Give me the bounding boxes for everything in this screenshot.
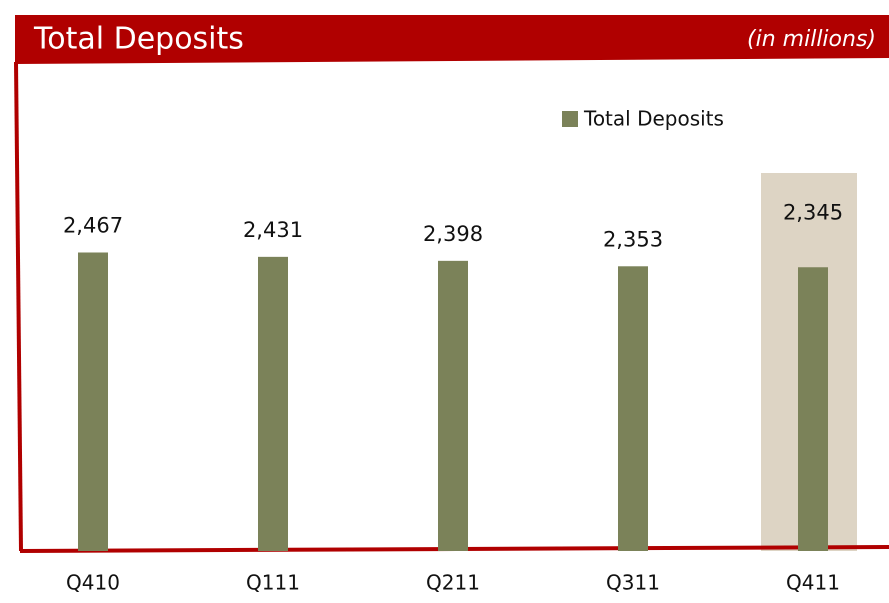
data-label: 2,431 xyxy=(243,218,303,242)
data-label: 2,345 xyxy=(783,200,843,224)
data-label: 2,467 xyxy=(63,213,123,237)
data-label: 2,353 xyxy=(603,227,663,251)
legend-label: Total Deposits xyxy=(583,107,724,131)
chart-subtitle: (in millions) xyxy=(747,27,876,52)
bar xyxy=(258,256,288,551)
left-border xyxy=(14,61,23,552)
data-label: 2,398 xyxy=(423,222,483,246)
x-tick-label: Q411 xyxy=(786,571,840,595)
header-band xyxy=(15,15,889,64)
legend: Total Deposits xyxy=(562,107,724,131)
x-tick-label: Q410 xyxy=(66,571,120,595)
x-tick-label: Q311 xyxy=(606,571,660,595)
bar xyxy=(438,260,468,551)
x-tick-label: Q111 xyxy=(246,571,300,595)
bar xyxy=(798,267,828,551)
chart-title: Total Deposits xyxy=(33,22,244,57)
legend-swatch xyxy=(562,111,578,127)
bar xyxy=(78,252,108,552)
x-tick-label: Q211 xyxy=(426,571,480,595)
bar xyxy=(618,266,648,551)
